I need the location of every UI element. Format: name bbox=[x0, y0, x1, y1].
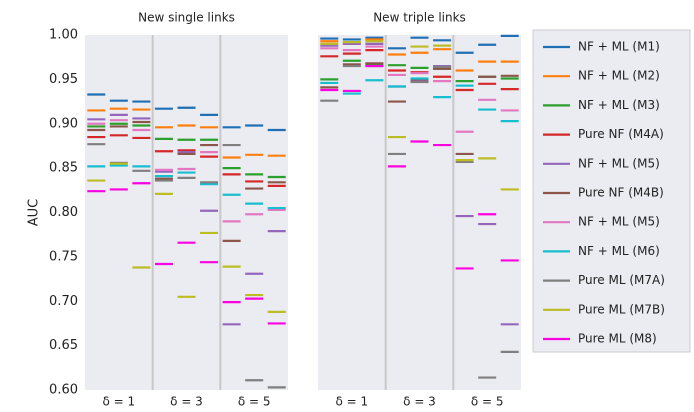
legend-label: NF + ML (M3) bbox=[578, 98, 660, 112]
legend-label: NF + ML (M2) bbox=[578, 69, 660, 83]
y-tick-label: 0.60 bbox=[49, 383, 78, 398]
legend-label: Pure NF (M4B) bbox=[578, 186, 664, 200]
legend-label: NF + ML (M6) bbox=[578, 244, 660, 258]
legend-label: Pure ML (M8) bbox=[578, 332, 657, 346]
y-tick-label: 0.70 bbox=[49, 294, 78, 309]
legend-label: NF + ML (M1) bbox=[578, 40, 660, 54]
x-tick-label: δ = 5 bbox=[238, 395, 271, 409]
x-tick-label: δ = 1 bbox=[335, 395, 368, 409]
panel-title: New single links bbox=[138, 11, 235, 25]
x-tick-label: δ = 1 bbox=[102, 395, 135, 409]
y-tick-label: 0.75 bbox=[49, 249, 78, 264]
panel-title: New triple links bbox=[373, 11, 466, 25]
y-tick-label: 0.85 bbox=[49, 161, 78, 176]
legend-label: Pure ML (M7A) bbox=[578, 273, 665, 287]
legend-label: NF + ML (M5) bbox=[578, 215, 660, 229]
y-axis-label: AUC bbox=[27, 199, 42, 227]
x-tick-label: δ = 5 bbox=[471, 395, 504, 409]
y-tick-label: 0.90 bbox=[49, 116, 78, 131]
plot-background bbox=[318, 35, 521, 390]
x-tick-label: δ = 3 bbox=[170, 395, 203, 409]
x-tick-label: δ = 3 bbox=[403, 395, 436, 409]
legend-label: NF + ML (M5) bbox=[578, 156, 660, 170]
y-tick-label: 0.65 bbox=[49, 338, 78, 353]
y-tick-label: 1.00 bbox=[49, 28, 78, 43]
legend-label: Pure ML (M7B) bbox=[578, 302, 665, 316]
legend-box bbox=[532, 29, 691, 353]
plot-background bbox=[85, 35, 288, 390]
y-tick-label: 0.80 bbox=[49, 205, 78, 220]
y-tick-label: 0.95 bbox=[49, 72, 78, 87]
legend-label: Pure NF (M4A) bbox=[578, 127, 664, 141]
